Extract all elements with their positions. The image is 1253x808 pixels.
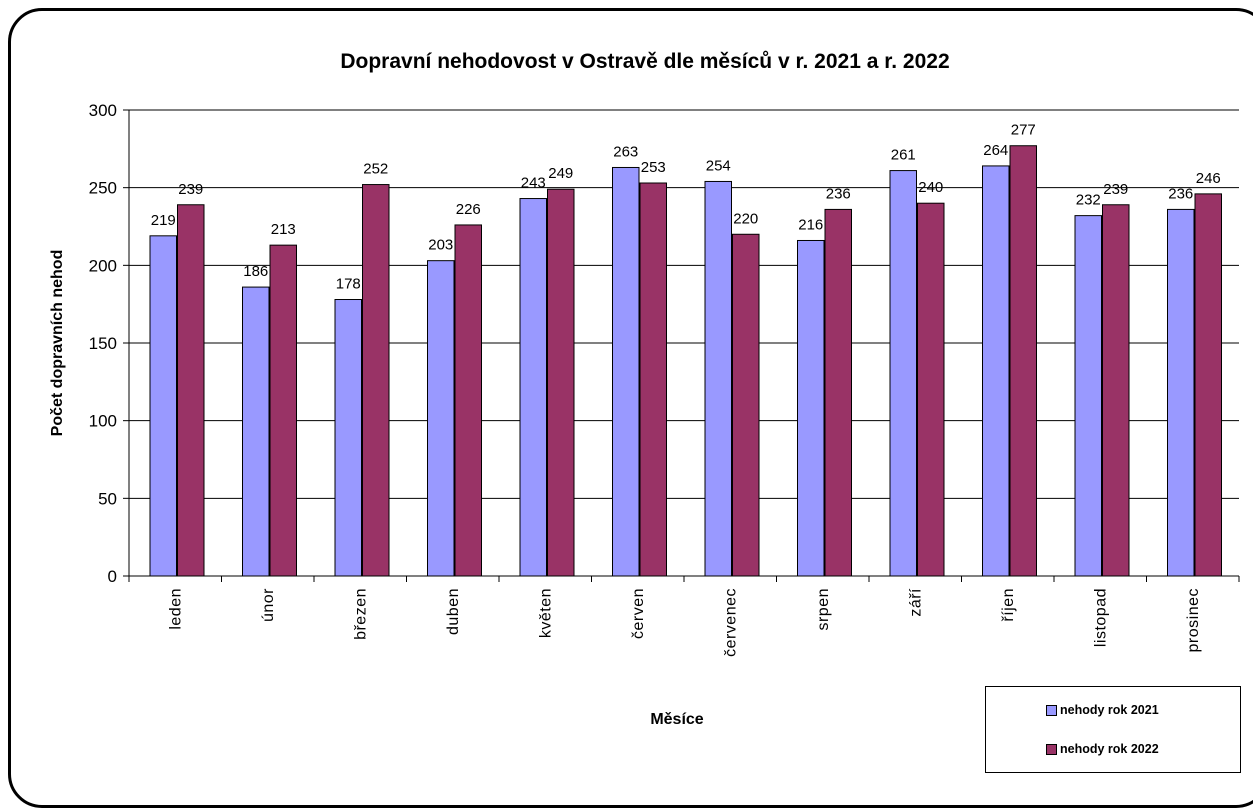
y-tick-label: 100 <box>89 412 117 431</box>
y-tick-label: 0 <box>108 567 117 586</box>
x-axis-label: Měsíce <box>650 711 703 728</box>
y-tick-label: 250 <box>89 179 117 198</box>
gridlines <box>129 109 1239 499</box>
data-label: 264 <box>983 142 1008 159</box>
bar <box>334 299 362 577</box>
bar <box>1009 145 1037 577</box>
legend-label-2022: nehody rok 2022 <box>1060 742 1159 756</box>
data-label: 239 <box>1103 181 1128 198</box>
data-label: 243 <box>521 175 546 192</box>
x-tick-label: prosinec <box>1185 588 1202 652</box>
y-tick-label: 150 <box>89 334 117 353</box>
bar-chart: Dopravní nehodovost v Ostravě dle měsíců… <box>49 50 1240 728</box>
x-tick-label: červenec <box>722 588 739 657</box>
bar <box>454 224 482 577</box>
legend-label-2021: nehody rok 2021 <box>1060 703 1159 717</box>
x-tick-label: červen <box>630 588 647 639</box>
data-label: 246 <box>1196 170 1221 187</box>
x-tick-label: duben <box>445 588 462 635</box>
axes: 0 50 100 150 200 250 300 leden únor březen duben kv… <box>89 101 1240 657</box>
data-label: 263 <box>613 143 638 160</box>
data-label: 252 <box>363 161 388 178</box>
data-label: 261 <box>891 147 916 164</box>
data-label: 178 <box>336 276 361 293</box>
data-label: 219 <box>151 212 176 229</box>
x-tick-label: leden <box>167 588 184 630</box>
legend-swatch-2022 <box>1046 743 1057 755</box>
x-tick-label: srpen <box>815 588 832 631</box>
x-tick-label: listopad <box>1092 588 1109 647</box>
x-tick-label: únor <box>260 588 277 622</box>
y-axis-label: Počet dopravních nehod <box>49 250 66 437</box>
x-tick-label: září <box>907 588 924 617</box>
bar <box>1102 204 1130 577</box>
data-label: 216 <box>798 216 823 233</box>
bar <box>704 180 732 577</box>
x-tick-label: březen <box>352 588 369 640</box>
data-label: 253 <box>641 159 666 176</box>
y-tick-label: 200 <box>89 256 117 275</box>
x-tick-label: říjen <box>1000 588 1017 622</box>
bar <box>362 184 390 577</box>
legend-swatch-2021 <box>1046 704 1057 716</box>
bar <box>889 170 917 577</box>
bar <box>242 286 270 577</box>
bar <box>824 208 852 577</box>
data-label: 232 <box>1076 192 1101 209</box>
data-label: 203 <box>428 237 453 254</box>
bar <box>612 166 640 577</box>
data-label: 236 <box>1168 185 1193 202</box>
bar <box>917 202 945 577</box>
data-label: 186 <box>243 263 268 280</box>
x-tick-label: květen <box>537 588 554 638</box>
data-labels: 219 186 178 203 243 263 254 216 261 264 232 236 239 2… <box>151 122 1221 293</box>
bar <box>1194 193 1222 577</box>
bar <box>519 198 547 577</box>
data-label: 239 <box>178 181 203 198</box>
data-label: 220 <box>733 210 758 227</box>
legend-item-2021: nehody rok 2021 <box>1046 703 1159 717</box>
bar <box>1074 215 1102 577</box>
legend: nehody rok 2021 nehody rok 2022 <box>985 686 1241 773</box>
chart-title: Dopravní nehodovost v Ostravě dle měsíců… <box>340 50 949 73</box>
bar <box>732 233 760 577</box>
bar <box>177 204 205 577</box>
bar <box>797 239 825 577</box>
bar <box>982 165 1010 577</box>
data-label: 254 <box>706 157 731 174</box>
data-label: 240 <box>918 179 943 196</box>
data-label: 249 <box>548 165 573 182</box>
data-label: 213 <box>271 221 296 238</box>
bar <box>1167 208 1195 577</box>
bar <box>427 260 455 577</box>
bar <box>149 235 177 577</box>
y-tick-label: 50 <box>98 489 117 508</box>
bar <box>547 188 575 577</box>
data-label: 226 <box>456 201 481 218</box>
bar <box>269 244 297 577</box>
y-tick-label: 300 <box>89 101 117 120</box>
data-label: 277 <box>1011 122 1036 139</box>
data-label: 236 <box>826 185 851 202</box>
bars <box>149 145 1222 577</box>
bar <box>639 182 667 577</box>
legend-item-2022: nehody rok 2022 <box>1046 742 1159 756</box>
